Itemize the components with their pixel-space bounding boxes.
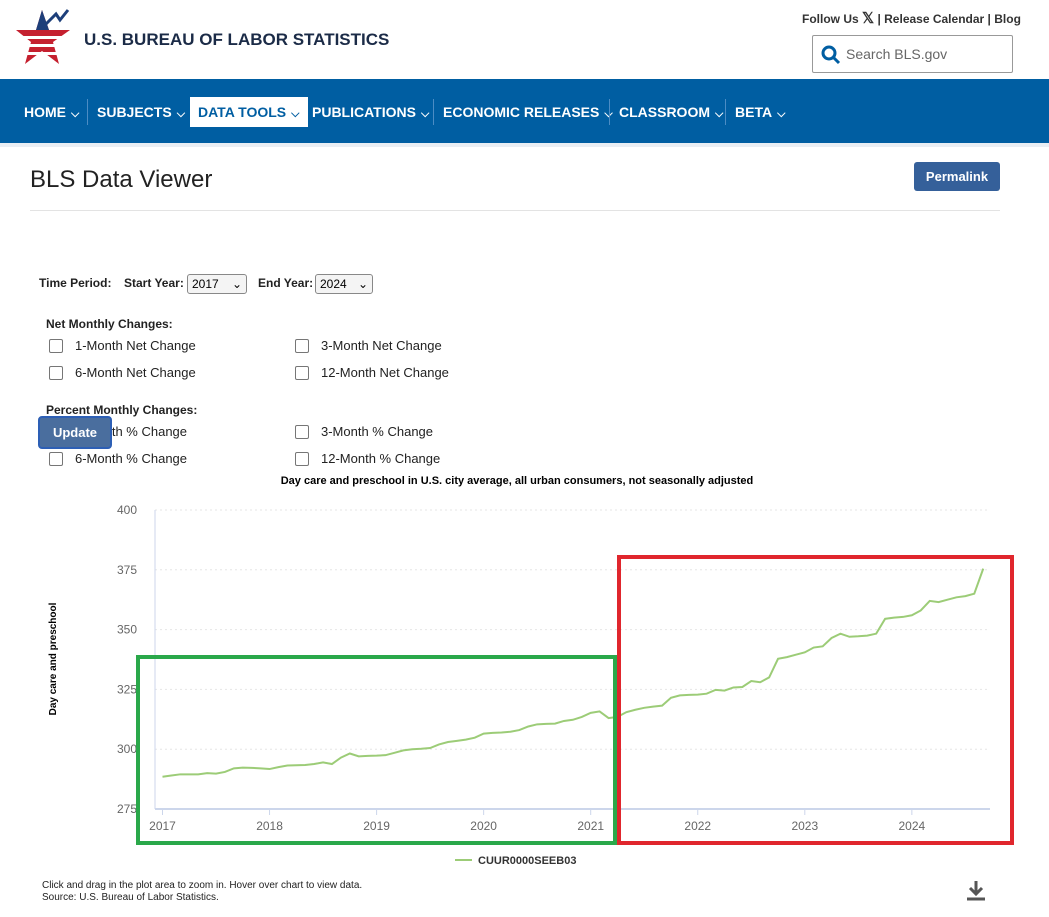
chevron: ⌵	[420, 108, 430, 120]
y-tick-label: 400	[117, 503, 137, 517]
nav-label: BETA	[735, 104, 773, 120]
agency: U.S. BUREAU OF LABOR STATISTICS	[84, 30, 390, 49]
separator	[609, 99, 610, 125]
time-period: Time Period:	[39, 276, 112, 290]
x-tick-label: 2017	[149, 819, 176, 833]
divider	[30, 210, 1000, 211]
note: Source: U.S. Bureau of Labor Statistics.	[42, 892, 219, 903]
checkbox-label: 12-Month % Change	[321, 451, 441, 466]
nav-label: PUBLICATIONS	[312, 104, 416, 120]
nav-item[interactable]: HOME ⌵	[16, 97, 87, 127]
start-label: Start Year:	[124, 276, 184, 290]
nav-bar: HOME ⌵ SUBJECTS ⌵ DATA TOOLS ⌵ PUBLICATIONS ⌵ EC…	[0, 79, 1049, 147]
search-placeholder: Search BLS.gov	[846, 46, 948, 62]
search-box[interactable]: Search BLS.gov	[812, 35, 1013, 73]
nav-label: SUBJECTS	[97, 104, 172, 120]
checkbox-label: 3-Month % Change	[321, 424, 434, 439]
y-tick-label: 350	[117, 623, 137, 637]
checkbox-label: 6-Month % Change	[75, 451, 188, 466]
checkbox[interactable]	[49, 366, 63, 380]
checkbox-label: 12-Month Net Change	[321, 365, 449, 380]
permalink-button[interactable]: Permalink	[914, 162, 1000, 191]
search-icon	[821, 45, 841, 65]
update-button[interactable]: Update	[38, 416, 112, 449]
pct-heading: Percent Monthly Changes:	[46, 403, 198, 417]
start-select[interactable]: 2017 ⌄	[187, 274, 247, 294]
x-tick-label: 2023	[791, 819, 818, 833]
checkbox[interactable]	[295, 339, 309, 353]
download-icon[interactable]	[964, 879, 988, 903]
release[interactable]: Release Calendar	[884, 12, 985, 26]
x-tick-label: 2018	[256, 819, 283, 833]
end-label: End Year:	[258, 276, 314, 290]
x-tick-label: 2020	[470, 819, 497, 833]
y-tick-label: 325	[117, 682, 137, 696]
blog[interactable]: Blog	[994, 12, 1021, 26]
series-line	[162, 568, 985, 778]
highlight-red	[617, 555, 1014, 845]
legend-label: CUUR0000SEEB03	[478, 855, 576, 867]
nav-label: CLASSROOM	[619, 104, 710, 120]
nav-item[interactable]: CLASSROOM ⌵	[611, 97, 731, 127]
chevron: ⌵	[291, 108, 300, 120]
highlight-green	[136, 655, 617, 845]
nav-label: ECONOMIC RELEASES	[443, 104, 600, 120]
y-axis-label: Day care and preschool	[48, 602, 59, 715]
x-tick-label: 2019	[363, 819, 390, 833]
x-tick-label: 2024	[899, 819, 926, 833]
chevron: ⌵	[604, 108, 613, 120]
nav-item[interactable]: SUBJECTS ⌵	[89, 97, 193, 127]
chevron: ⌵	[715, 108, 724, 120]
checkbox-label: 3-Month Net Change	[321, 338, 442, 353]
end-value: 2024	[320, 277, 347, 291]
end-select[interactable]: 2024 ⌄	[315, 274, 373, 294]
x-tick-label: 2021	[577, 819, 604, 833]
net-heading: Net Monthly Changes:	[46, 317, 173, 331]
nav-label: HOME	[24, 104, 66, 120]
top-links: Follow Us 𝕏 | Release Calendar | Blog	[802, 10, 1021, 27]
chevron: ⌵	[176, 108, 186, 120]
x-icon[interactable]: 𝕏	[862, 10, 875, 27]
chevron: ⌵	[777, 108, 786, 120]
separator	[433, 99, 434, 125]
note: Click and drag in the plot area to zoom …	[42, 880, 363, 891]
notes: Click and drag in the plot area to zoom …	[42, 880, 362, 904]
nav-item[interactable]: ECONOMIC RELEASES ⌵	[435, 97, 621, 127]
nav-label: DATA TOOLS	[198, 104, 287, 120]
y-tick-label: 375	[117, 563, 137, 577]
checkbox[interactable]	[295, 425, 309, 439]
separator	[87, 99, 88, 125]
x-tick-label: 2022	[684, 819, 711, 833]
chevron: ⌵	[71, 108, 80, 120]
nav-item[interactable]: BETA ⌵	[727, 97, 793, 127]
start-value: 2017	[192, 277, 219, 291]
follow[interactable]: Follow Us	[802, 12, 859, 26]
y-tick-label: 300	[117, 742, 137, 756]
checkbox[interactable]	[49, 339, 63, 353]
chart: Day care and preschool in U.S. city aver…	[48, 475, 1014, 867]
chart-title: Day care and preschool in U.S. city aver…	[281, 475, 754, 487]
checkbox-label: 1-Month Net Change	[75, 338, 196, 353]
separator	[725, 99, 726, 125]
y-tick-label: 275	[117, 802, 137, 816]
checkbox[interactable]	[295, 452, 309, 466]
nav-item[interactable]: PUBLICATIONS ⌵	[304, 97, 437, 127]
logo	[16, 9, 70, 64]
checkbox-label: 6-Month Net Change	[75, 365, 196, 380]
page-title: BLS Data Viewer	[30, 166, 213, 193]
checkbox[interactable]	[49, 452, 63, 466]
nav-item[interactable]: DATA TOOLS ⌵	[190, 97, 308, 127]
checkbox[interactable]	[295, 366, 309, 380]
